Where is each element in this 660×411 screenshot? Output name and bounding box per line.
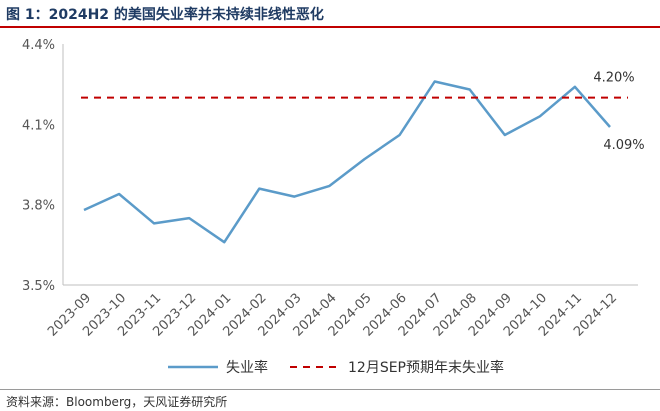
unemployment-rate-line bbox=[83, 80, 611, 244]
x-tick-labels: 2023-092023-102023-112023-122024-012024-… bbox=[45, 291, 620, 340]
series-group bbox=[81, 80, 628, 244]
legend: 失业率 12月SEP预期年末失业率 bbox=[168, 359, 504, 376]
chart-title: 图 1：2024H2 的美国失业率并未持续非线性恶化 bbox=[6, 7, 324, 23]
y-tick-label: 4.1% bbox=[22, 118, 55, 133]
annotation-sep-value: 4.20% bbox=[593, 71, 634, 86]
y-tick-label: 4.4% bbox=[22, 38, 55, 53]
annotations: 4.20% 4.09% bbox=[593, 71, 644, 153]
y-tick-labels: 3.5% 3.8% 4.1% 4.4% bbox=[22, 38, 55, 294]
source-divider bbox=[0, 389, 660, 390]
legend-label: 失业率 bbox=[226, 359, 268, 376]
legend-label: 12月SEP预期年末失业率 bbox=[348, 359, 504, 376]
y-tick-label: 3.5% bbox=[22, 279, 55, 294]
title-divider bbox=[0, 26, 660, 28]
annotation-latest-value: 4.09% bbox=[603, 138, 644, 153]
y-tick-label: 3.8% bbox=[22, 199, 55, 214]
source-note: 资料来源：Bloomberg，天风证券研究所 bbox=[6, 395, 228, 409]
